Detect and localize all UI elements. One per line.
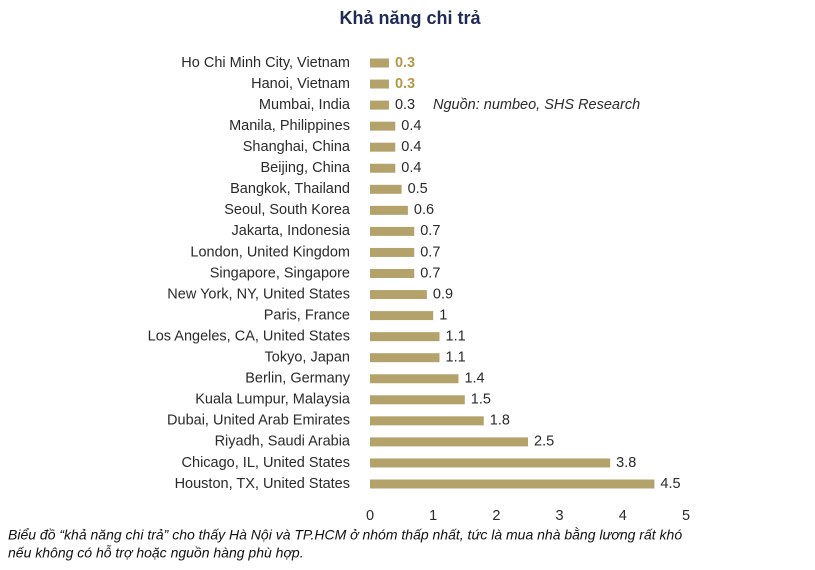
bar (370, 79, 389, 89)
bar (370, 100, 389, 110)
bar (370, 184, 402, 194)
y-tick-label: Bangkok, Thailand (230, 181, 350, 197)
value-label: 1.8 (490, 413, 510, 429)
y-tick-label: Chicago, IL, United States (182, 455, 350, 471)
value-label: 4.5 (660, 476, 680, 492)
bar (370, 247, 415, 257)
bar (370, 205, 408, 215)
chart-title: Khả năng chi trả (339, 8, 481, 28)
value-label: 0.3 (395, 97, 415, 113)
x-tick-label: 1 (429, 508, 437, 524)
y-tick-label: London, United Kingdom (190, 244, 350, 260)
y-tick-label: Hanoi, Vietnam (251, 76, 350, 92)
bar (370, 416, 484, 426)
bar (370, 458, 611, 468)
y-tick-label: Manila, Philippines (229, 118, 350, 134)
value-label: 3.8 (616, 455, 636, 471)
value-label: 0.4 (401, 118, 421, 134)
y-tick-label: Ho Chi Minh City, Vietnam (181, 55, 350, 71)
bar (370, 163, 396, 173)
value-label: 0.7 (420, 265, 440, 281)
annotation: Nguồn: numbeo, SHS Research (433, 97, 640, 113)
y-tick-label: Los Angeles, CA, United States (148, 328, 350, 344)
bar (370, 58, 389, 68)
x-tick-label: 5 (682, 508, 690, 524)
y-tick-label: Mumbai, India (259, 97, 351, 113)
y-tick-label: Shanghai, China (243, 139, 351, 155)
x-tick-label: 2 (492, 508, 500, 524)
y-tick-label: Tokyo, Japan (265, 350, 350, 366)
bar (370, 269, 415, 278)
value-label: 1.4 (464, 371, 484, 387)
bar (370, 311, 434, 321)
value-label: 0.7 (420, 244, 440, 260)
bar (370, 142, 396, 152)
y-tick-label: Kuala Lumpur, Malaysia (195, 392, 351, 408)
value-label: 0.4 (401, 160, 421, 176)
value-label: 1 (439, 307, 447, 323)
bar (370, 226, 415, 236)
y-tick-label: Paris, France (264, 307, 350, 323)
value-label: 0.5 (408, 181, 428, 197)
y-tick-label: Beijing, China (261, 160, 351, 176)
y-tick-label: New York, NY, United States (167, 286, 350, 302)
value-label: 0.3 (395, 76, 415, 92)
bar (370, 374, 459, 384)
value-label: 0.3 (395, 55, 415, 71)
bar (370, 290, 427, 300)
x-tick-label: 4 (619, 508, 627, 524)
bar (370, 395, 465, 405)
y-tick-label: Jakarta, Indonesia (232, 223, 351, 239)
value-label: 0.6 (414, 202, 434, 218)
value-label: 0.7 (420, 223, 440, 239)
bar (370, 353, 440, 363)
y-tick-label: Houston, TX, United States (175, 476, 350, 492)
value-label: 1.1 (446, 328, 466, 344)
y-tick-label: Berlin, Germany (245, 371, 351, 387)
x-tick-label: 3 (556, 508, 564, 524)
y-tick-label: Dubai, United Arab Emirates (167, 413, 350, 429)
value-label: 2.5 (534, 434, 554, 450)
caption-line: nếu không có hỗ trợ hoặc nguồn hàng phù … (8, 545, 304, 561)
value-label: 1.5 (471, 392, 491, 408)
y-tick-label: Riyadh, Saudi Arabia (215, 434, 351, 450)
bar (370, 437, 528, 447)
bar (370, 121, 396, 131)
y-tick-label: Seoul, South Korea (224, 202, 351, 218)
x-tick-label: 0 (366, 508, 374, 524)
value-label: 0.4 (401, 139, 421, 155)
y-tick-label: Singapore, Singapore (210, 265, 350, 281)
bar (370, 479, 655, 489)
bar (370, 332, 440, 342)
value-label: 1.1 (446, 350, 466, 366)
caption-line: Biểu đồ “khả năng chi trả” cho thấy Hà N… (8, 527, 682, 543)
value-label: 0.9 (433, 286, 453, 302)
